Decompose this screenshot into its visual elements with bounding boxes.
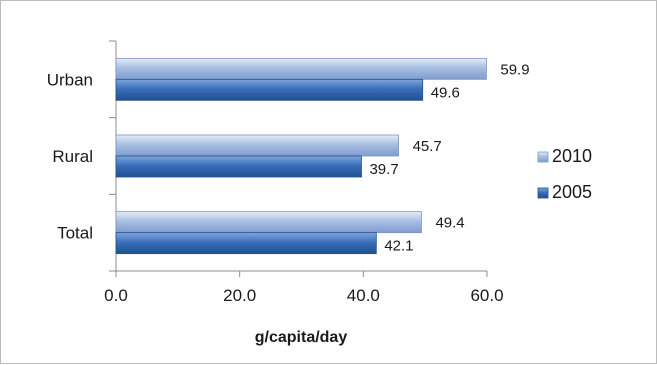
x-tick-label: 40.0 [347,286,380,305]
data-label-total-2010: 49.4 [435,215,464,232]
legend-label-2010: 2010 [552,146,592,166]
bar-rural-2005 [115,155,362,178]
category-label-rural: Rural [52,147,93,166]
legend-swatch-2010 [537,151,549,163]
data-label-urban-2010: 59.9 [500,61,529,78]
legend-swatch-2005 [537,187,549,199]
data-label-rural-2005: 39.7 [369,161,398,178]
category-label-urban: Urban [47,70,93,89]
bar-urban-2005 [115,78,424,101]
bar-urban-2010 [115,57,487,80]
x-tick-label: 20.0 [223,286,256,305]
legend-label-2005: 2005 [552,182,592,202]
data-label-rural-2010: 45.7 [413,138,442,155]
x-axis-title: g/capita/day [255,329,348,346]
x-tick-label: 60.0 [470,286,503,305]
data-label-urban-2005: 49.6 [431,84,460,101]
bar-total-2010 [115,211,422,234]
category-label-total: Total [57,224,93,243]
x-tick-label: 0.0 [104,286,128,305]
bar-total-2005 [115,232,377,255]
bar-rural-2010 [115,134,399,157]
data-label-total-2005: 42.1 [384,238,413,255]
